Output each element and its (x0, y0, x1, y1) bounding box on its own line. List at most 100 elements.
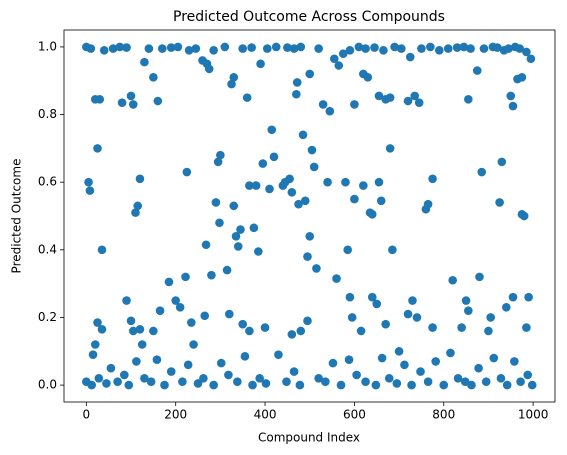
point (292, 78, 302, 87)
point (90, 340, 100, 349)
point (97, 245, 107, 255)
point (416, 367, 425, 376)
point (122, 43, 131, 52)
point (479, 44, 489, 53)
y-tick-label: 0.8 (38, 107, 57, 121)
point (428, 174, 437, 184)
point (307, 145, 317, 155)
point (506, 91, 516, 101)
point (135, 174, 145, 184)
point (231, 231, 241, 241)
point (484, 326, 493, 336)
point (153, 96, 163, 106)
point (464, 306, 473, 315)
point (267, 125, 277, 135)
point (403, 96, 413, 106)
point (394, 346, 404, 356)
point (220, 42, 230, 52)
point (408, 296, 417, 305)
point (181, 272, 190, 282)
point (222, 265, 232, 275)
point (93, 144, 102, 153)
point (248, 380, 257, 390)
point (312, 264, 321, 273)
x-tick-label: 600 (343, 408, 366, 422)
point (367, 292, 377, 302)
point (157, 44, 167, 53)
point (347, 313, 357, 322)
point (122, 296, 131, 305)
point (385, 93, 395, 102)
point (178, 377, 187, 387)
point (251, 181, 261, 190)
point (452, 43, 462, 52)
point (363, 73, 373, 82)
point (97, 324, 107, 334)
point (115, 42, 125, 52)
point (265, 184, 274, 194)
point (296, 42, 306, 52)
y-tick-label: 0.6 (38, 175, 57, 189)
point (303, 252, 312, 261)
point (140, 57, 149, 67)
point (211, 198, 221, 207)
point (128, 326, 138, 336)
point (423, 377, 433, 387)
point (146, 377, 156, 387)
point (516, 377, 525, 387)
point (140, 374, 149, 383)
point (434, 45, 444, 55)
point (321, 377, 330, 387)
point (423, 199, 433, 209)
point (108, 44, 118, 53)
point (345, 292, 355, 302)
point (95, 95, 105, 104)
point (256, 59, 265, 69)
point (519, 211, 529, 221)
point (377, 353, 387, 363)
point (117, 98, 127, 108)
x-axis-label: Compound Index (258, 431, 360, 445)
point (344, 355, 354, 365)
point (356, 326, 366, 336)
point (439, 380, 449, 390)
point (86, 44, 96, 53)
point (128, 100, 138, 109)
point (189, 340, 198, 349)
point (99, 45, 109, 55)
point (216, 358, 226, 368)
point (459, 42, 469, 52)
point (405, 52, 415, 62)
point (446, 348, 455, 358)
point (245, 326, 254, 336)
point (149, 326, 158, 336)
point (400, 360, 409, 370)
point (457, 323, 466, 332)
axes-frame (63, 29, 556, 403)
point (238, 319, 248, 329)
point (258, 159, 268, 168)
point (350, 194, 359, 204)
point (224, 370, 233, 380)
point (417, 44, 426, 53)
point (495, 198, 504, 207)
point (464, 95, 473, 104)
point (414, 98, 424, 108)
point (328, 358, 338, 368)
point (199, 374, 208, 383)
point (229, 201, 239, 211)
point (261, 379, 271, 388)
point (124, 380, 134, 390)
point (144, 44, 154, 53)
point (292, 89, 301, 99)
point (209, 380, 218, 390)
point (294, 199, 303, 209)
point (152, 355, 162, 365)
point (489, 353, 499, 363)
plot-area (82, 42, 537, 390)
point (135, 324, 145, 334)
point (481, 377, 491, 387)
point (233, 377, 242, 387)
point (341, 177, 350, 187)
point (182, 167, 192, 177)
